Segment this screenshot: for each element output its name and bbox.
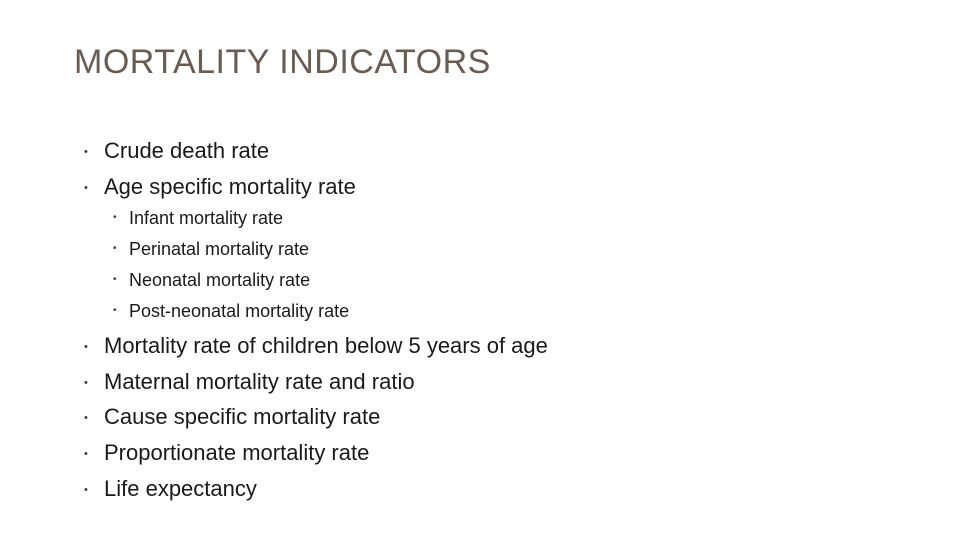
bullet-text: Proportionate mortality rate <box>104 440 370 465</box>
bullet-text: Life expectancy <box>104 476 257 501</box>
bullet-text: Post-neonatal mortality rate <box>129 301 350 321</box>
bullet-icon: • <box>84 341 88 353</box>
bullet-text: Perinatal mortality rate <box>129 239 310 259</box>
bullet-icon: • <box>113 274 117 285</box>
bullet-icon: • <box>113 305 117 316</box>
bullet-text: Age specific mortality rate <box>104 174 356 199</box>
bullet-icon: • <box>84 146 88 158</box>
bullet-text: Mortality rate of children below 5 years… <box>104 333 548 358</box>
slide-title: MORTALITY INDICATORS <box>74 43 491 81</box>
bullet-icon: • <box>84 484 88 496</box>
bullet-icon: • <box>84 182 88 194</box>
bullet-text: Crude death rate <box>104 138 270 163</box>
bullet-icon: • <box>84 448 88 460</box>
bullet-text: Cause specific mortality rate <box>104 404 381 429</box>
bullet-icon: • <box>84 412 88 424</box>
bullet-text: Neonatal mortality rate <box>129 270 311 290</box>
bullet-text: Maternal mortality rate and ratio <box>104 369 415 394</box>
bullet-text: Infant mortality rate <box>129 208 284 228</box>
bullet-icon: • <box>113 243 117 254</box>
bullet-icon: • <box>84 377 88 389</box>
bullet-icon: • <box>113 212 117 223</box>
